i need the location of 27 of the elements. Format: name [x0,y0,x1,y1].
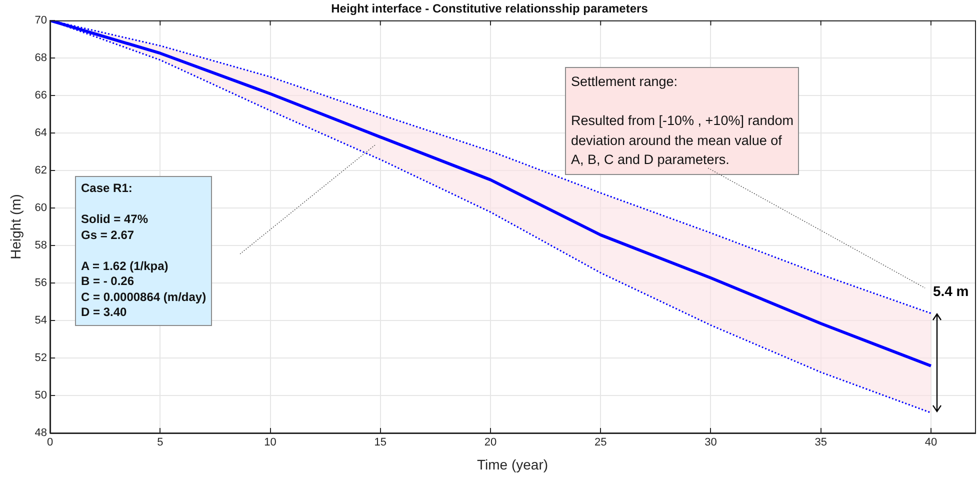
y-tick-label: 60 [34,202,48,214]
y-axis-title: Height (m) [7,194,24,260]
x-axis-title: Time (year) [476,456,548,472]
y-tick-label: 66 [34,89,48,102]
annotation: 5.4 m [932,283,969,300]
y-tick-label: 50 [34,390,48,402]
y-tick-label: 68 [34,52,48,64]
x-tick-label: 0 [46,436,54,449]
x-tick-label: 15 [374,436,387,449]
text: Settlement range: Resulted from [-10% , +10%] random deviation around the mean value of A, B, C and D parameters. [571,74,794,167]
y-tick-label: 56 [34,276,48,289]
y-tick-label: 58 [34,239,48,252]
text: Case R1: Solid = 47% Gs = 2.67 A = 1.62 (1/kpa) B = - 0.26 C = 0.0000864 (m/day) D = 3.40 [81,181,206,319]
x-tick-label: 20 [484,436,497,449]
y-tick-label: 54 [34,314,48,327]
x-tick-label: 35 [814,436,827,449]
y-tick-label: 62 [34,164,48,176]
x-tick-label: 40 [924,436,938,449]
y-tick-label: 64 [34,126,48,139]
x-tick-label: 30 [704,436,717,449]
x-tick-label: 10 [264,436,276,449]
y-tick-label: 48 [34,427,48,440]
y-tick-label: 70 [34,14,48,26]
y-tick-label: 52 [34,352,48,364]
x-tick-label: 25 [594,436,607,449]
chart-title: Height interface - Constitutive relationsship parameters [331,2,648,16]
x-tick-label: 5 [157,436,164,449]
